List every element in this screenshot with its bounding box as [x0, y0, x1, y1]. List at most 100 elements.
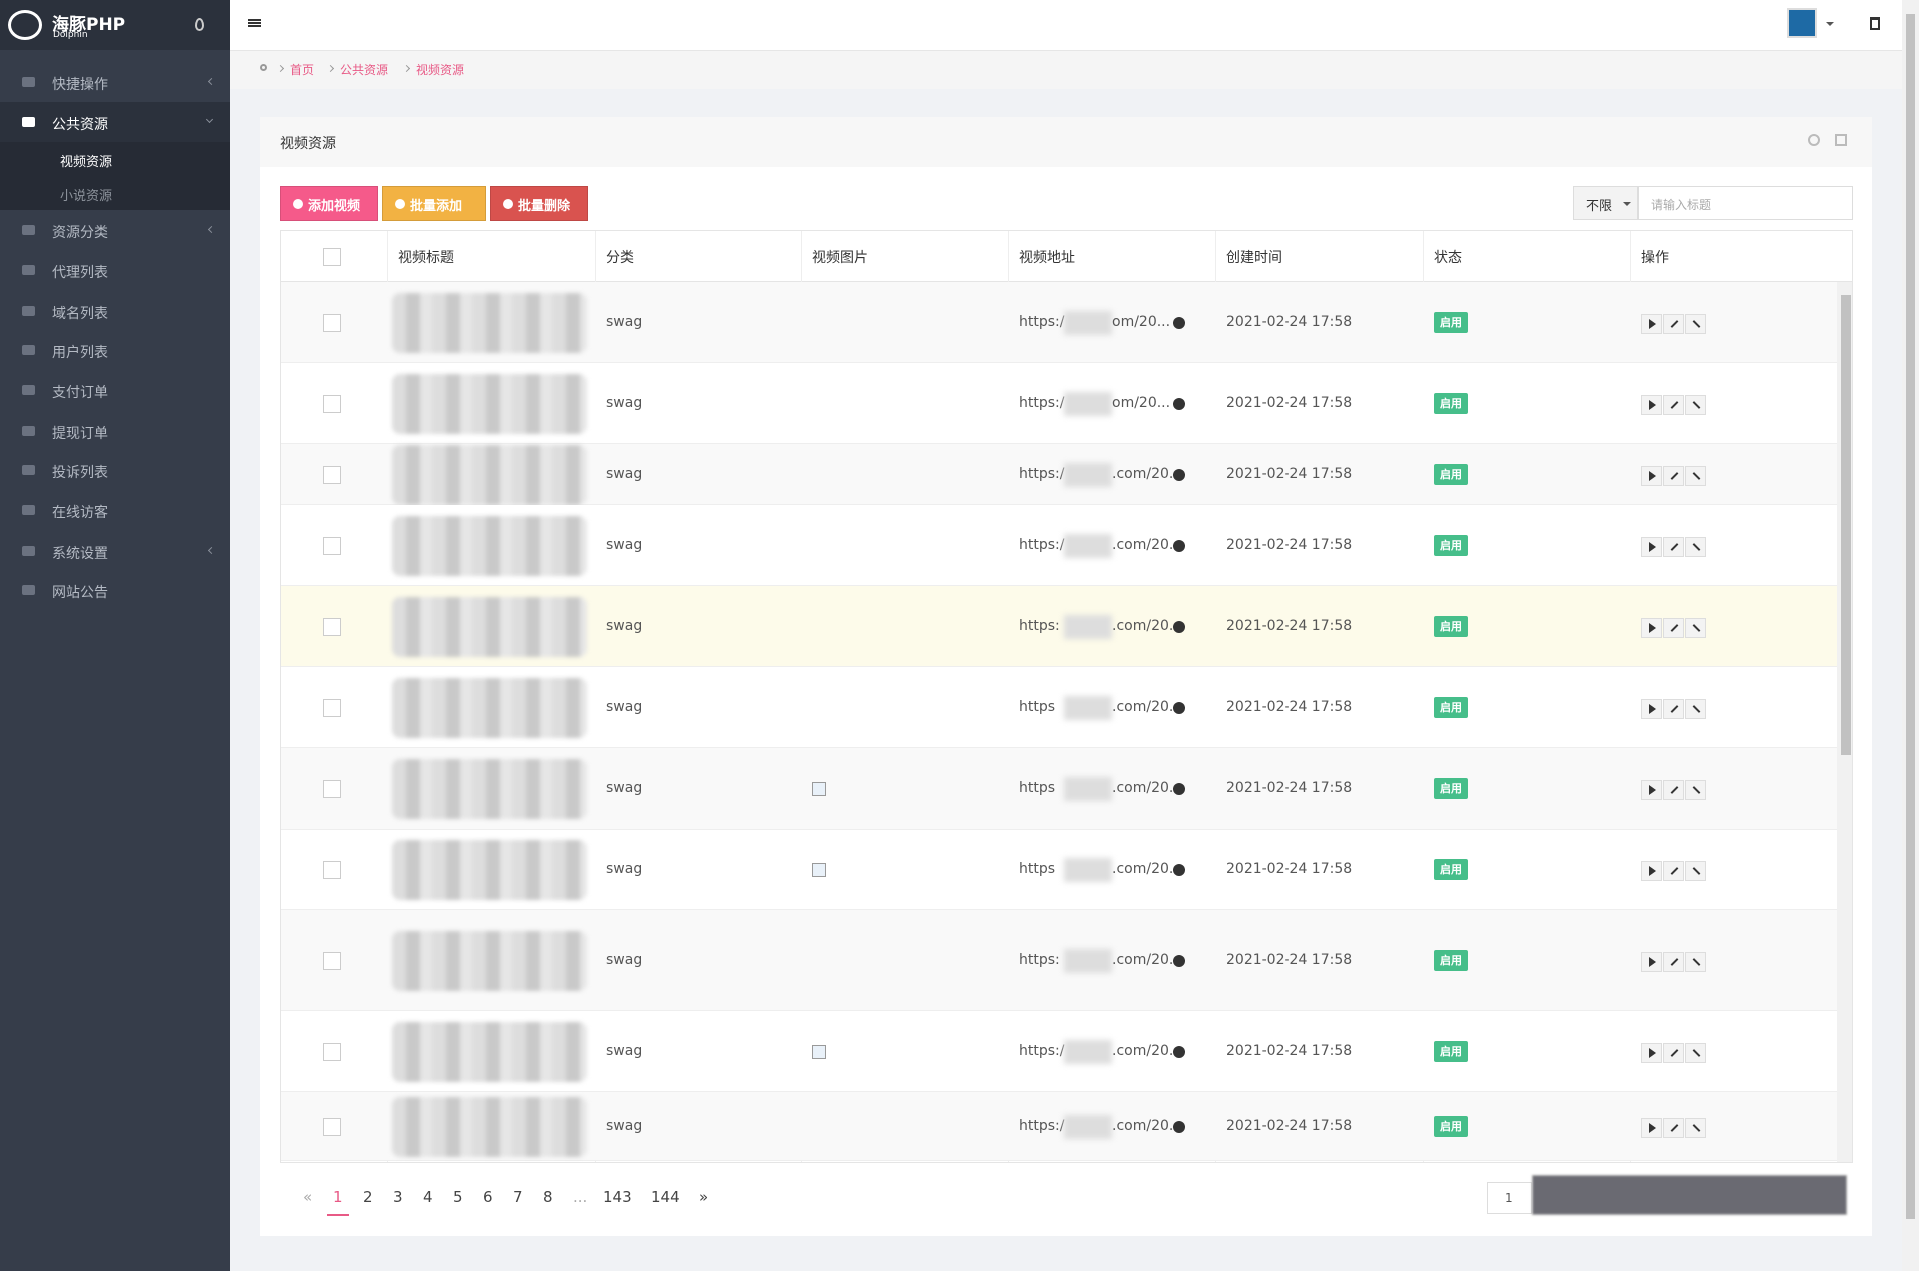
action-button[interactable] — [1685, 617, 1706, 638]
action-button[interactable] — [1663, 951, 1684, 972]
action-button[interactable] — [1663, 465, 1684, 486]
breadcrumb-link[interactable]: 视频资源 — [416, 63, 465, 77]
action-button[interactable] — [1685, 780, 1706, 800]
menu-item[interactable]: 域名列表 — [0, 291, 230, 331]
action-button[interactable] — [1685, 536, 1706, 557]
page-link[interactable]: 1 — [327, 1180, 349, 1216]
page-jump-button[interactable] — [1532, 1175, 1847, 1215]
menu-item[interactable]: 系统设置 — [0, 531, 230, 571]
action-button[interactable] — [1641, 313, 1662, 334]
menu-item[interactable]: 快捷操作 — [0, 62, 230, 102]
action-button[interactable] — [1663, 1117, 1684, 1138]
action-button[interactable] — [1663, 861, 1684, 881]
page-link[interactable]: 144 — [645, 1180, 686, 1216]
page-link[interactable]: ... — [567, 1180, 593, 1216]
row-checkbox[interactable] — [323, 394, 341, 413]
action-button[interactable] — [1685, 951, 1706, 972]
filter-dropdown[interactable]: 不限 — [1573, 186, 1638, 220]
menu-item[interactable]: 资源分类 — [0, 210, 230, 250]
action-button[interactable] — [1685, 698, 1706, 719]
menu-item[interactable]: 在线访客 — [0, 490, 230, 530]
help-icon[interactable] — [1173, 701, 1185, 714]
hamburger-line[interactable] — [248, 25, 261, 27]
row-checkbox[interactable] — [323, 1117, 341, 1136]
hamburger-line[interactable] — [248, 19, 261, 21]
row-checkbox[interactable] — [323, 313, 341, 332]
row-checkbox[interactable] — [323, 951, 341, 970]
action-button[interactable] — [1641, 536, 1662, 557]
help-icon[interactable] — [1173, 1045, 1185, 1058]
action-button[interactable] — [1641, 465, 1662, 486]
page-link[interactable]: 4 — [417, 1180, 439, 1216]
action-button[interactable] — [1685, 394, 1706, 415]
page-link[interactable]: 8 — [537, 1180, 559, 1216]
page-link[interactable]: 5 — [447, 1180, 469, 1216]
help-icon[interactable] — [1173, 620, 1185, 633]
toolbar-button[interactable]: 添加视频 — [280, 186, 378, 221]
page-link[interactable]: 143 — [597, 1180, 638, 1216]
action-button[interactable] — [1663, 1042, 1684, 1063]
page-link[interactable]: « — [297, 1180, 318, 1216]
action-button[interactable] — [1685, 1117, 1706, 1138]
row-checkbox[interactable] — [323, 1042, 341, 1061]
action-button[interactable] — [1663, 313, 1684, 334]
action-button[interactable] — [1685, 465, 1706, 486]
help-icon[interactable] — [1173, 783, 1185, 795]
action-button[interactable] — [1641, 1117, 1662, 1138]
action-button[interactable] — [1685, 313, 1706, 334]
breadcrumb-link[interactable]: 公共资源 — [340, 63, 389, 77]
action-button[interactable] — [1641, 1042, 1662, 1063]
action-button[interactable] — [1663, 780, 1684, 800]
action-button[interactable] — [1663, 394, 1684, 415]
row-checkbox[interactable] — [323, 617, 341, 636]
avatar[interactable] — [1787, 8, 1817, 38]
page-link[interactable]: » — [693, 1180, 714, 1216]
help-icon[interactable] — [1173, 864, 1185, 876]
search-input[interactable]: 请输入标题 — [1638, 186, 1853, 220]
menu-item[interactable]: 代理列表 — [0, 250, 230, 290]
help-icon[interactable] — [1173, 539, 1185, 552]
action-button[interactable] — [1641, 698, 1662, 719]
row-checkbox[interactable] — [323, 465, 341, 484]
action-button[interactable] — [1641, 617, 1662, 638]
action-button[interactable] — [1641, 861, 1662, 881]
action-button[interactable] — [1663, 536, 1684, 557]
page-jump-input[interactable]: 1 — [1487, 1182, 1532, 1214]
menu-item[interactable]: 支付订单 — [0, 370, 230, 410]
row-checkbox[interactable] — [323, 698, 341, 717]
hamburger-line[interactable] — [248, 22, 261, 24]
action-button[interactable] — [1641, 780, 1662, 800]
help-icon[interactable] — [1173, 1120, 1185, 1133]
action-button[interactable] — [1685, 1042, 1706, 1063]
trash-icon[interactable] — [1870, 17, 1880, 30]
action-button[interactable] — [1641, 394, 1662, 415]
action-button[interactable] — [1641, 951, 1662, 972]
help-icon[interactable] — [1173, 397, 1185, 410]
help-icon[interactable] — [1173, 468, 1185, 481]
action-button[interactable] — [1663, 698, 1684, 719]
action-button[interactable] — [1685, 861, 1706, 881]
submenu-item[interactable]: 小说资源 — [0, 176, 230, 210]
refresh-icon[interactable] — [1808, 134, 1820, 146]
menu-item[interactable]: 公共资源 — [0, 102, 230, 142]
breadcrumb-link[interactable]: 首页 — [290, 63, 315, 77]
page-link[interactable]: 7 — [507, 1180, 529, 1216]
menu-item[interactable]: 提现订单 — [0, 411, 230, 451]
page-link[interactable]: 3 — [387, 1180, 409, 1216]
toolbar-button[interactable]: 批量删除 — [490, 186, 588, 221]
help-icon[interactable] — [1173, 954, 1185, 967]
help-icon[interactable] — [1173, 316, 1185, 329]
row-checkbox[interactable] — [323, 536, 341, 555]
submenu-item[interactable]: 视频资源 — [0, 142, 230, 176]
action-button[interactable] — [1663, 617, 1684, 638]
page-link[interactable]: 6 — [477, 1180, 499, 1216]
page-link[interactable]: 2 — [357, 1180, 379, 1216]
toggle-icon[interactable] — [195, 18, 204, 31]
row-checkbox[interactable] — [323, 780, 341, 798]
menu-item[interactable]: 网站公告 — [0, 570, 230, 610]
menu-item[interactable]: 用户列表 — [0, 330, 230, 370]
header-checkbox[interactable] — [323, 248, 341, 266]
row-checkbox[interactable] — [323, 861, 341, 879]
fullscreen-icon[interactable] — [1835, 134, 1847, 146]
toolbar-button[interactable]: 批量添加 — [382, 186, 486, 221]
